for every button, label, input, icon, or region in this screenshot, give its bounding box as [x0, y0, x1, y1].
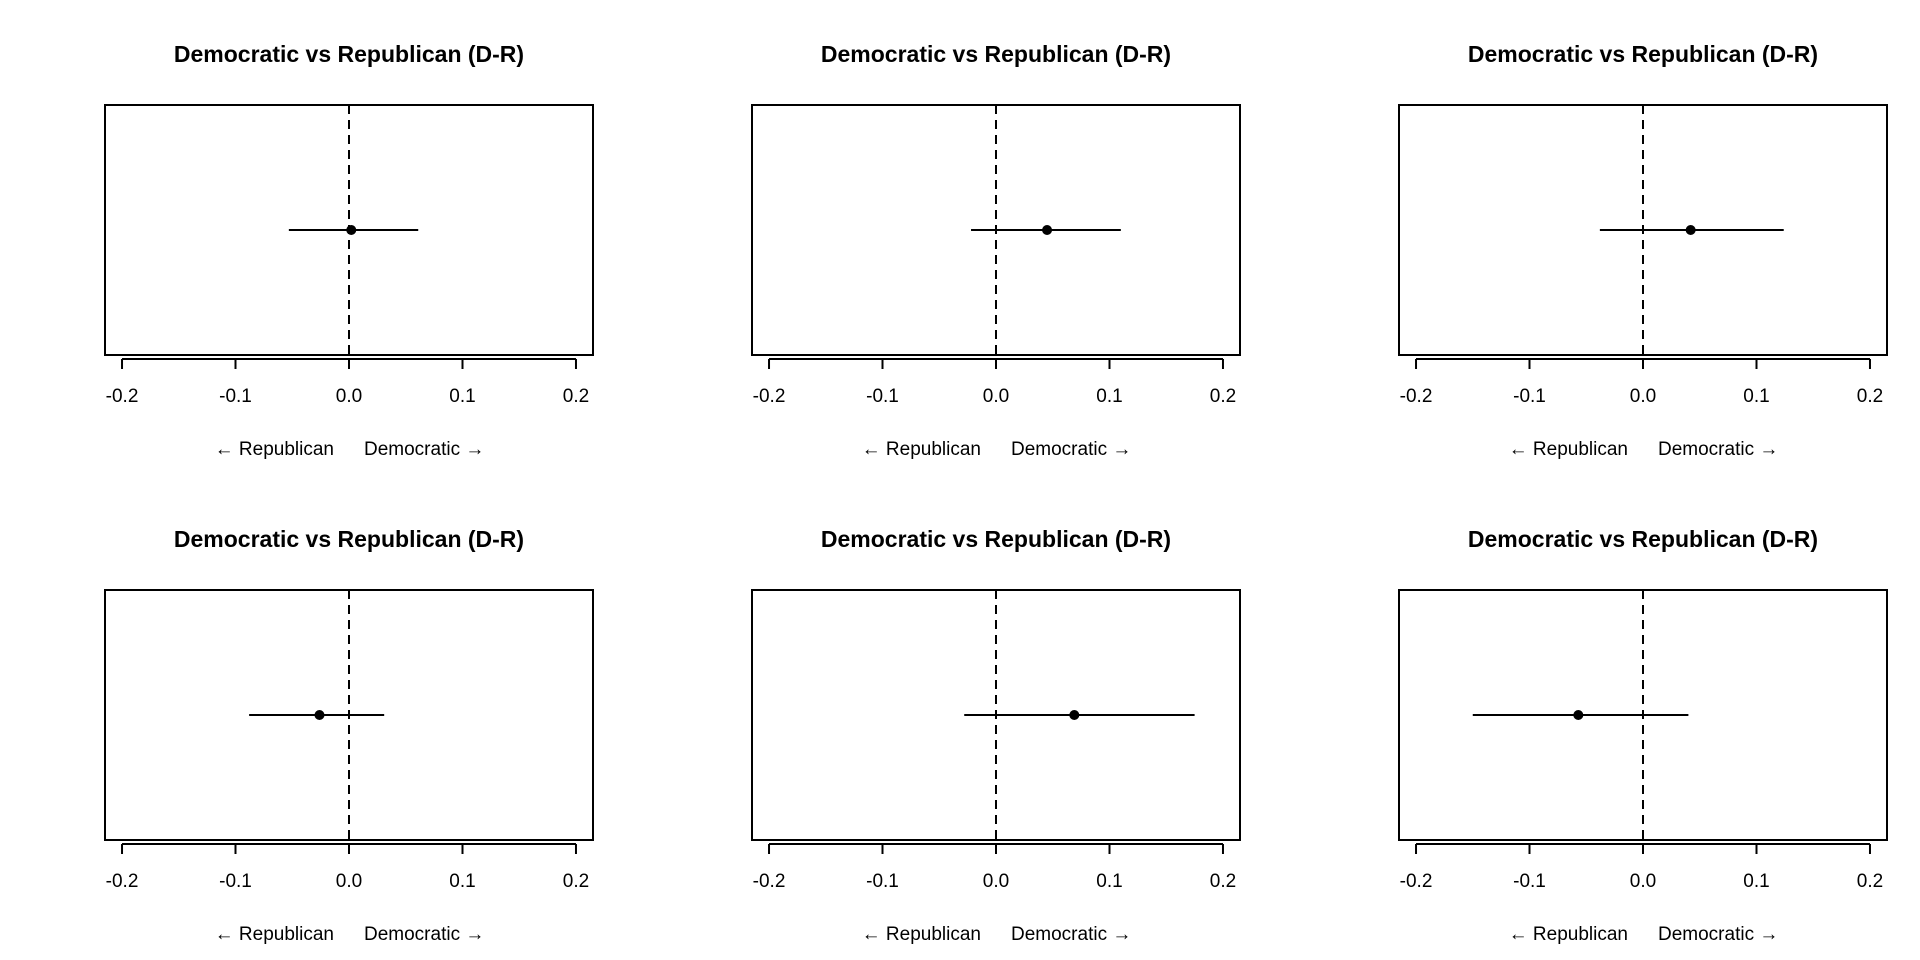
x-tick-label: 0.2: [1857, 386, 1883, 407]
x-tick-label: 0.0: [1630, 871, 1656, 892]
chart-panel-1: Democratic vs Republican (D-R) -0.2 -0.1 0.…: [104, 41, 594, 460]
x-label-republican: ← Republican: [862, 924, 981, 945]
chart-title: Democratic vs Republican (D-R): [174, 526, 524, 552]
x-label-republican: ← Republican: [1509, 924, 1628, 945]
x-tick-label: 0.0: [1630, 386, 1656, 407]
point-estimate: [346, 225, 357, 235]
chart-panel-3: Democratic vs Republican (D-R) -0.2 -0.1 0.…: [1398, 41, 1888, 460]
x-tick-label: -0.2: [1400, 386, 1433, 407]
x-label-republican: ← Republican: [1509, 439, 1628, 460]
x-label-democratic: Democratic →: [364, 439, 484, 460]
point-estimate: [1042, 225, 1053, 235]
x-tick-label: 0.2: [1857, 871, 1883, 892]
x-tick-label: -0.1: [1513, 386, 1546, 407]
x-label-democratic: Democratic →: [1011, 924, 1131, 945]
x-label-republican: ← Republican: [862, 439, 981, 460]
x-tick-label: -0.2: [753, 871, 786, 892]
x-label-democratic: Democratic →: [364, 924, 484, 945]
x-tick-label: 0.1: [1096, 871, 1122, 892]
x-tick-label: -0.2: [106, 871, 139, 892]
point-estimate: [314, 710, 325, 720]
x-tick-label: 0.0: [336, 871, 362, 892]
x-tick-label: -0.1: [866, 871, 899, 892]
x-tick-label: 0.2: [563, 386, 589, 407]
chart-title: Democratic vs Republican (D-R): [1468, 526, 1818, 552]
x-tick-label: 0.0: [983, 386, 1009, 407]
x-tick-label: -0.1: [219, 871, 252, 892]
chart-panel-6: Democratic vs Republican (D-R) -0.2 -0.1 0.…: [1398, 526, 1888, 945]
x-tick-label: 0.1: [1096, 386, 1122, 407]
x-tick-label: 0.0: [336, 386, 362, 407]
x-tick-label: 0.2: [563, 871, 589, 892]
chart-title: Democratic vs Republican (D-R): [174, 41, 524, 67]
x-tick-label: -0.1: [219, 386, 252, 407]
x-tick-label: -0.1: [1513, 871, 1546, 892]
x-tick-label: 0.2: [1210, 871, 1236, 892]
x-tick-label: 0.2: [1210, 386, 1236, 407]
x-tick-label: 0.1: [1743, 386, 1769, 407]
x-tick-label: 0.1: [449, 871, 475, 892]
x-label-democratic: Democratic →: [1658, 924, 1778, 945]
x-label-democratic: Democratic →: [1658, 439, 1778, 460]
x-label-republican: ← Republican: [215, 439, 334, 460]
x-tick-label: -0.1: [866, 386, 899, 407]
x-tick-label: -0.2: [106, 386, 139, 407]
chart-panel-4: Democratic vs Republican (D-R) -0.2 -0.1 0.…: [104, 526, 594, 945]
x-label-republican: ← Republican: [215, 924, 334, 945]
point-estimate: [1685, 225, 1696, 235]
chart-panel-2: Democratic vs Republican (D-R) -0.2 -0.1 0.…: [751, 41, 1241, 460]
x-label-democratic: Democratic →: [1011, 439, 1131, 460]
point-estimate: [1573, 710, 1584, 720]
chart-title: Democratic vs Republican (D-R): [1468, 41, 1818, 67]
x-tick-label: -0.2: [753, 386, 786, 407]
x-tick-label: 0.0: [983, 871, 1009, 892]
x-tick-label: 0.1: [449, 386, 475, 407]
chart-panel-5: Democratic vs Republican (D-R) -0.2 -0.1 0.…: [751, 526, 1241, 945]
chart-title: Democratic vs Republican (D-R): [821, 41, 1171, 67]
x-tick-label: -0.2: [1400, 871, 1433, 892]
point-estimate: [1069, 710, 1080, 720]
x-tick-label: 0.1: [1743, 871, 1769, 892]
chart-title: Democratic vs Republican (D-R): [821, 526, 1171, 552]
